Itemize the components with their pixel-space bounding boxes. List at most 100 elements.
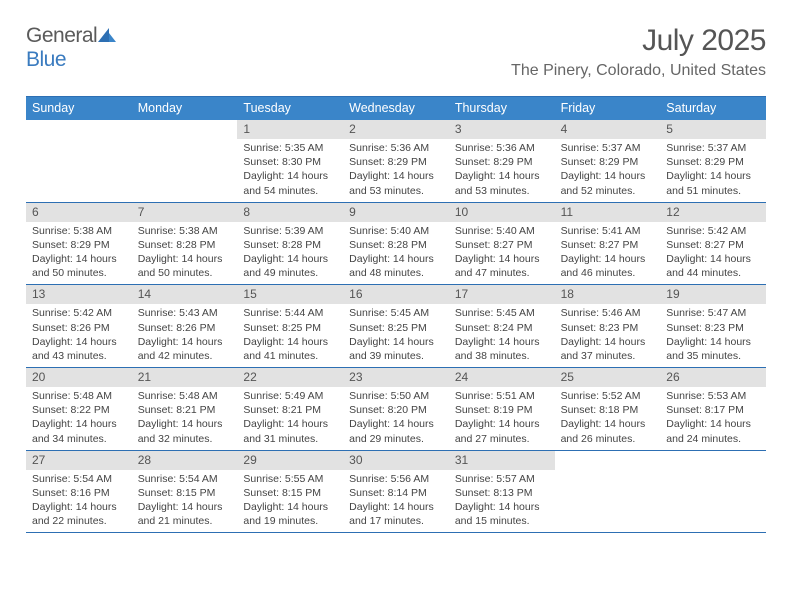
sunset-text: Sunset: 8:29 PM xyxy=(349,155,443,169)
day-header: Friday xyxy=(555,97,661,120)
day-cell: 27Sunrise: 5:54 AMSunset: 8:16 PMDayligh… xyxy=(26,451,132,533)
sunset-text: Sunset: 8:26 PM xyxy=(138,321,232,335)
sunset-text: Sunset: 8:28 PM xyxy=(243,238,337,252)
day-details: Sunrise: 5:54 AMSunset: 8:15 PMDaylight:… xyxy=(132,470,238,533)
day-details: Sunrise: 5:45 AMSunset: 8:24 PMDaylight:… xyxy=(449,304,555,367)
daylight-text: Daylight: 14 hours and 51 minutes. xyxy=(666,169,760,197)
sunset-text: Sunset: 8:29 PM xyxy=(32,238,126,252)
sunrise-text: Sunrise: 5:38 AM xyxy=(138,224,232,238)
day-cell: 25Sunrise: 5:52 AMSunset: 8:18 PMDayligh… xyxy=(555,368,661,450)
day-cell: 14Sunrise: 5:43 AMSunset: 8:26 PMDayligh… xyxy=(132,285,238,367)
day-number: 29 xyxy=(237,451,343,470)
day-header: Monday xyxy=(132,97,238,120)
week-row: 6Sunrise: 5:38 AMSunset: 8:29 PMDaylight… xyxy=(26,203,766,286)
weeks-container: 1Sunrise: 5:35 AMSunset: 8:30 PMDaylight… xyxy=(26,120,766,533)
logo-text: GeneralBlue xyxy=(26,24,116,72)
day-details: Sunrise: 5:43 AMSunset: 8:26 PMDaylight:… xyxy=(132,304,238,367)
empty-cell xyxy=(26,120,132,202)
daylight-text: Daylight: 14 hours and 27 minutes. xyxy=(455,417,549,445)
day-details: Sunrise: 5:38 AMSunset: 8:29 PMDaylight:… xyxy=(26,222,132,285)
day-details: Sunrise: 5:57 AMSunset: 8:13 PMDaylight:… xyxy=(449,470,555,533)
week-row: 20Sunrise: 5:48 AMSunset: 8:22 PMDayligh… xyxy=(26,368,766,451)
sunrise-text: Sunrise: 5:57 AM xyxy=(455,472,549,486)
day-number: 11 xyxy=(555,203,661,222)
day-cell: 13Sunrise: 5:42 AMSunset: 8:26 PMDayligh… xyxy=(26,285,132,367)
day-number: 20 xyxy=(26,368,132,387)
day-number: 6 xyxy=(26,203,132,222)
day-cell: 2Sunrise: 5:36 AMSunset: 8:29 PMDaylight… xyxy=(343,120,449,202)
day-details: Sunrise: 5:49 AMSunset: 8:21 PMDaylight:… xyxy=(237,387,343,450)
sunset-text: Sunset: 8:28 PM xyxy=(138,238,232,252)
day-details: Sunrise: 5:56 AMSunset: 8:14 PMDaylight:… xyxy=(343,470,449,533)
day-cell: 22Sunrise: 5:49 AMSunset: 8:21 PMDayligh… xyxy=(237,368,343,450)
daylight-text: Daylight: 14 hours and 19 minutes. xyxy=(243,500,337,528)
sunset-text: Sunset: 8:14 PM xyxy=(349,486,443,500)
day-details: Sunrise: 5:41 AMSunset: 8:27 PMDaylight:… xyxy=(555,222,661,285)
day-details: Sunrise: 5:48 AMSunset: 8:22 PMDaylight:… xyxy=(26,387,132,450)
day-details: Sunrise: 5:40 AMSunset: 8:28 PMDaylight:… xyxy=(343,222,449,285)
sunset-text: Sunset: 8:19 PM xyxy=(455,403,549,417)
sunrise-text: Sunrise: 5:36 AM xyxy=(455,141,549,155)
day-details: Sunrise: 5:46 AMSunset: 8:23 PMDaylight:… xyxy=(555,304,661,367)
day-cell: 18Sunrise: 5:46 AMSunset: 8:23 PMDayligh… xyxy=(555,285,661,367)
sunrise-text: Sunrise: 5:37 AM xyxy=(561,141,655,155)
daylight-text: Daylight: 14 hours and 29 minutes. xyxy=(349,417,443,445)
day-cell: 20Sunrise: 5:48 AMSunset: 8:22 PMDayligh… xyxy=(26,368,132,450)
day-number: 21 xyxy=(132,368,238,387)
sunrise-text: Sunrise: 5:37 AM xyxy=(666,141,760,155)
day-details: Sunrise: 5:53 AMSunset: 8:17 PMDaylight:… xyxy=(660,387,766,450)
daylight-text: Daylight: 14 hours and 15 minutes. xyxy=(455,500,549,528)
sunset-text: Sunset: 8:29 PM xyxy=(561,155,655,169)
logo-triangle-icon xyxy=(98,24,116,48)
empty-cell xyxy=(660,451,766,533)
daylight-text: Daylight: 14 hours and 50 minutes. xyxy=(138,252,232,280)
day-number: 17 xyxy=(449,285,555,304)
sunset-text: Sunset: 8:21 PM xyxy=(243,403,337,417)
sunset-text: Sunset: 8:16 PM xyxy=(32,486,126,500)
day-number: 9 xyxy=(343,203,449,222)
sunrise-text: Sunrise: 5:54 AM xyxy=(138,472,232,486)
daylight-text: Daylight: 14 hours and 34 minutes. xyxy=(32,417,126,445)
day-cell: 16Sunrise: 5:45 AMSunset: 8:25 PMDayligh… xyxy=(343,285,449,367)
daylight-text: Daylight: 14 hours and 46 minutes. xyxy=(561,252,655,280)
sunrise-text: Sunrise: 5:45 AM xyxy=(455,306,549,320)
week-row: 27Sunrise: 5:54 AMSunset: 8:16 PMDayligh… xyxy=(26,451,766,534)
day-number: 31 xyxy=(449,451,555,470)
daylight-text: Daylight: 14 hours and 50 minutes. xyxy=(32,252,126,280)
sunrise-text: Sunrise: 5:51 AM xyxy=(455,389,549,403)
sunset-text: Sunset: 8:29 PM xyxy=(666,155,760,169)
day-details: Sunrise: 5:36 AMSunset: 8:29 PMDaylight:… xyxy=(343,139,449,202)
day-cell: 23Sunrise: 5:50 AMSunset: 8:20 PMDayligh… xyxy=(343,368,449,450)
day-header: Wednesday xyxy=(343,97,449,120)
day-cell: 8Sunrise: 5:39 AMSunset: 8:28 PMDaylight… xyxy=(237,203,343,285)
daylight-text: Daylight: 14 hours and 47 minutes. xyxy=(455,252,549,280)
sunset-text: Sunset: 8:23 PM xyxy=(666,321,760,335)
daylight-text: Daylight: 14 hours and 48 minutes. xyxy=(349,252,443,280)
day-number: 16 xyxy=(343,285,449,304)
month-title: July 2025 xyxy=(511,24,766,58)
daylight-text: Daylight: 14 hours and 35 minutes. xyxy=(666,335,760,363)
daylight-text: Daylight: 14 hours and 53 minutes. xyxy=(455,169,549,197)
day-details: Sunrise: 5:55 AMSunset: 8:15 PMDaylight:… xyxy=(237,470,343,533)
day-details: Sunrise: 5:40 AMSunset: 8:27 PMDaylight:… xyxy=(449,222,555,285)
daylight-text: Daylight: 14 hours and 39 minutes. xyxy=(349,335,443,363)
sunset-text: Sunset: 8:24 PM xyxy=(455,321,549,335)
day-cell: 21Sunrise: 5:48 AMSunset: 8:21 PMDayligh… xyxy=(132,368,238,450)
day-number: 13 xyxy=(26,285,132,304)
day-details: Sunrise: 5:50 AMSunset: 8:20 PMDaylight:… xyxy=(343,387,449,450)
day-number: 8 xyxy=(237,203,343,222)
sunset-text: Sunset: 8:25 PM xyxy=(243,321,337,335)
logo-general: General xyxy=(26,24,97,47)
day-header: Tuesday xyxy=(237,97,343,120)
day-number: 3 xyxy=(449,120,555,139)
sunset-text: Sunset: 8:26 PM xyxy=(32,321,126,335)
sunset-text: Sunset: 8:21 PM xyxy=(138,403,232,417)
sunrise-text: Sunrise: 5:46 AM xyxy=(561,306,655,320)
day-cell: 24Sunrise: 5:51 AMSunset: 8:19 PMDayligh… xyxy=(449,368,555,450)
day-details: Sunrise: 5:54 AMSunset: 8:16 PMDaylight:… xyxy=(26,470,132,533)
day-number: 26 xyxy=(660,368,766,387)
sunrise-text: Sunrise: 5:43 AM xyxy=(138,306,232,320)
daylight-text: Daylight: 14 hours and 37 minutes. xyxy=(561,335,655,363)
day-cell: 6Sunrise: 5:38 AMSunset: 8:29 PMDaylight… xyxy=(26,203,132,285)
sunrise-text: Sunrise: 5:55 AM xyxy=(243,472,337,486)
